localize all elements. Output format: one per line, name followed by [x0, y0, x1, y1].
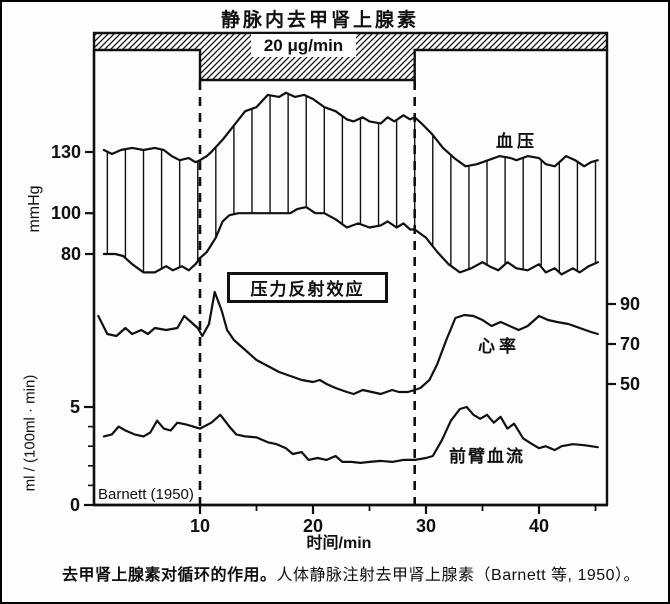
svg-text:130: 130	[51, 142, 81, 162]
svg-text:5: 5	[70, 397, 80, 417]
infusion-rate-badge: 20 μg/min	[251, 34, 356, 57]
svg-text:30: 30	[416, 516, 436, 536]
svg-text:50: 50	[620, 374, 640, 394]
pressure-axis-unit-label: mmHg	[26, 185, 43, 233]
forearm-flow-series-label: 前臂血流	[449, 447, 525, 466]
caption-regular-part: 人体静脉注射去甲肾上腺素（Barnett 等, 1950）。	[276, 567, 641, 584]
figure-caption: 去甲肾上腺素对循环的作用。人体静脉注射去甲肾上腺素（Barnett 等, 195…	[62, 561, 640, 585]
svg-text:40: 40	[529, 516, 549, 536]
svg-text:10: 10	[190, 516, 210, 536]
svg-text:70: 70	[620, 334, 640, 354]
x-axis-title: 时间/min	[306, 535, 372, 552]
svg-text:100: 100	[51, 203, 81, 223]
data-source-label: Barnett (1950)	[98, 486, 194, 503]
svg-text:0: 0	[70, 495, 80, 515]
heart-rate-series-label: 心率	[478, 337, 520, 356]
chart-title: 静脉内去甲肾上腺素	[220, 10, 420, 31]
blood-pressure-series-label: 血压	[496, 132, 538, 151]
svg-text:90: 90	[620, 294, 640, 314]
svg-text:80: 80	[61, 244, 81, 264]
flow-axis-unit-label: ml / (100ml · min)	[21, 374, 39, 492]
caption-bold-part: 去甲肾上腺素对循环的作用。	[62, 567, 277, 584]
svg-text:20: 20	[303, 516, 323, 536]
baroreflex-annotation-box: 压力反射效应	[227, 272, 388, 303]
